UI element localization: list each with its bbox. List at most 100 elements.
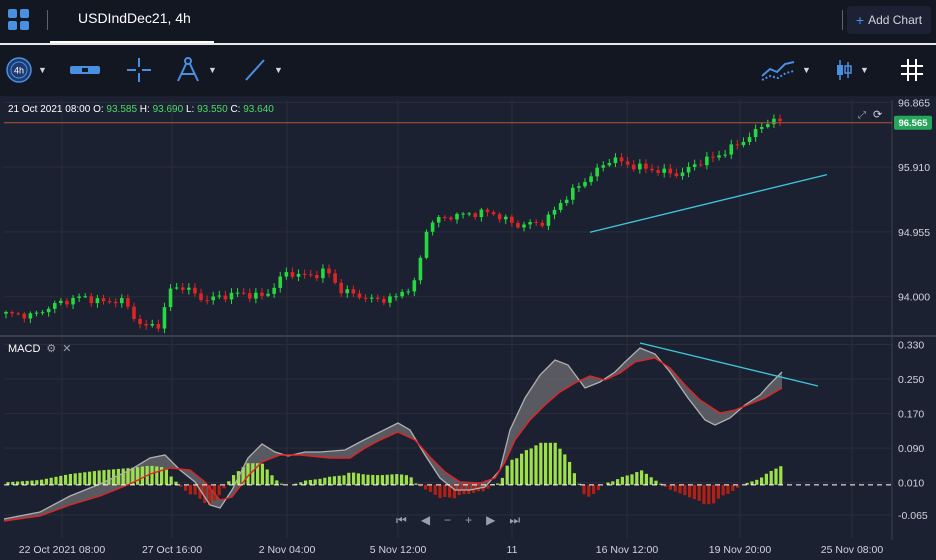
close-label: C: xyxy=(230,104,241,115)
candle-body xyxy=(65,300,69,305)
price-tick-label: 95.910 xyxy=(898,162,930,174)
macd-histogram-bar xyxy=(11,481,15,485)
candle-body xyxy=(59,300,63,304)
chart-settings-icons[interactable]: ⤢ ⟳ xyxy=(858,109,882,121)
chevron-down-icon: ▼ xyxy=(860,65,869,75)
candle-body xyxy=(162,307,167,329)
range-icon xyxy=(70,66,100,74)
interval-label: 4h xyxy=(14,66,24,76)
candle-series xyxy=(4,114,782,334)
candle-body xyxy=(607,163,612,166)
candle-body xyxy=(540,222,545,226)
macd-histogram-bar xyxy=(664,484,668,487)
macd-histogram-bar xyxy=(558,448,562,485)
add-chart-button[interactable]: + Add Chart xyxy=(847,6,931,34)
candle-body xyxy=(430,222,435,232)
chart-tab-title[interactable]: USDIndDec21, 4h xyxy=(78,10,191,26)
crosshair-tool[interactable] xyxy=(126,54,152,86)
macd-histogram-bar xyxy=(654,480,658,485)
macd-histogram-bar xyxy=(400,474,404,485)
trendline-tool[interactable]: ▼ xyxy=(242,54,283,86)
go-to-start-icon[interactable]: ⏮ xyxy=(396,513,407,527)
price-tick-label: 94.955 xyxy=(898,227,930,239)
macd-histogram-bar xyxy=(356,473,360,485)
fullscreen-icon[interactable]: ⤢ xyxy=(858,110,866,121)
macd-histogram-bar xyxy=(256,463,260,485)
macd-histogram-bar xyxy=(774,468,778,485)
macd-histogram-bar xyxy=(78,472,82,485)
macd-histogram-bar xyxy=(688,484,692,498)
candle-body xyxy=(601,165,606,168)
macd-line xyxy=(3,347,783,520)
macd-histogram-bar xyxy=(448,484,452,498)
close-icon[interactable]: ✕ xyxy=(62,343,72,355)
candle-body xyxy=(772,118,776,125)
crosshair-icon xyxy=(127,58,151,82)
candle-body xyxy=(400,291,404,297)
price-tick-label: 94.000 xyxy=(898,292,930,304)
go-to-end-icon[interactable]: ⏭ xyxy=(509,513,521,527)
macd-histogram-bar xyxy=(179,484,183,487)
macd-histogram-bar xyxy=(404,475,408,485)
macd-histogram-bar xyxy=(548,442,552,485)
scroll-left-icon[interactable]: ◀ xyxy=(420,513,431,527)
macd-histogram-bar xyxy=(184,484,188,491)
candle-body xyxy=(711,156,715,158)
candle-body xyxy=(619,157,624,162)
candle-body xyxy=(266,293,270,296)
candle-body xyxy=(564,199,569,204)
drawing-toolbar: 4h ▼ ▼ ▼ xyxy=(0,46,936,94)
candle-body xyxy=(315,275,319,279)
macd-histogram-bar xyxy=(659,483,663,485)
macd-histogram-bar xyxy=(716,484,720,499)
macd-histogram-bar xyxy=(635,472,639,485)
chart-type-tool[interactable]: ▼ xyxy=(834,54,869,86)
candle-body xyxy=(589,176,593,182)
candle-body xyxy=(686,166,691,173)
macd-tick-label: 0.170 xyxy=(898,409,924,421)
signal-line xyxy=(3,357,783,522)
zoom-out-icon[interactable]: − xyxy=(444,513,452,527)
macd-tick-label: -0.065 xyxy=(898,510,928,522)
zoom-in-icon[interactable]: + xyxy=(465,513,473,527)
settings-icon[interactable]: ⚙ xyxy=(46,343,57,355)
macd-histogram-bar xyxy=(779,466,783,485)
refresh-icon[interactable]: ⟳ xyxy=(873,109,882,121)
macd-histogram-bar xyxy=(572,473,576,485)
interval-selector[interactable]: 4h ▼ xyxy=(6,54,47,86)
macd-histogram-bar xyxy=(131,467,135,485)
candlestick-icon xyxy=(837,60,852,80)
apps-grid-icon[interactable] xyxy=(8,9,30,31)
candle-body xyxy=(345,289,350,294)
measure-tool[interactable]: ▼ xyxy=(174,54,217,86)
candle-body xyxy=(583,181,587,187)
macd-histogram-bar xyxy=(668,484,672,490)
macd-histogram-bar xyxy=(203,484,207,504)
grid-toggle[interactable] xyxy=(900,54,924,86)
macd-histogram-bar xyxy=(64,474,68,485)
macd-histogram-bar xyxy=(83,472,87,485)
candle-body xyxy=(229,292,234,300)
candle-body xyxy=(28,313,33,319)
candle-body xyxy=(449,217,453,220)
macd-trendline xyxy=(639,342,819,387)
range-tool[interactable] xyxy=(68,54,102,86)
macd-histogram-bar xyxy=(140,466,144,485)
candle-body xyxy=(759,127,764,129)
macd-histogram-bar xyxy=(606,482,610,485)
macd-histogram-bar xyxy=(544,442,548,485)
candle-body xyxy=(260,292,264,296)
candle-body xyxy=(52,303,57,309)
macd-histogram-bar xyxy=(424,484,428,490)
scroll-right-icon[interactable]: ▶ xyxy=(486,513,496,527)
candle-body xyxy=(138,318,142,325)
time-tick-label: 25 Nov 08:00 xyxy=(821,544,884,556)
macd-histogram-bar xyxy=(395,474,399,485)
macd-histogram-bar xyxy=(16,481,20,485)
price-tick-label: 96.865 xyxy=(898,97,930,109)
candle-body xyxy=(46,308,51,313)
indicators-tool[interactable]: ▼ xyxy=(760,54,811,86)
candle-body xyxy=(558,203,563,210)
macd-histogram-bar xyxy=(673,484,677,492)
